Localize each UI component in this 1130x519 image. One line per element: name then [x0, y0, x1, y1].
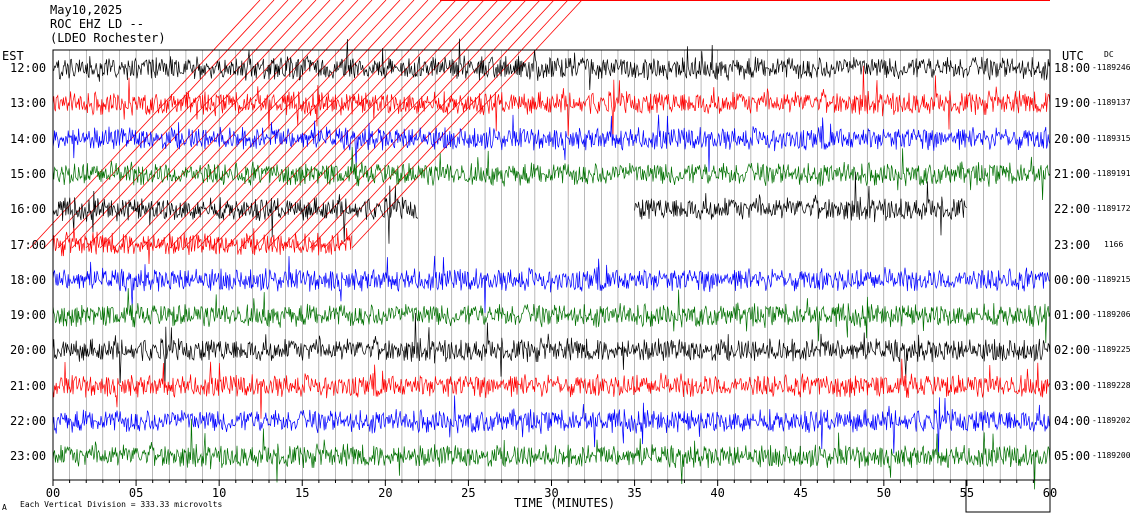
row-label-utc: 19:00	[1054, 96, 1091, 111]
x-tick-label: 60	[1042, 486, 1058, 500]
row-label-local: 15:00	[10, 166, 47, 181]
row-label-local: 22:00	[10, 414, 47, 428]
x-tick-label: 05	[128, 486, 144, 500]
row-label-local: 17:00	[10, 237, 47, 252]
row-label-utc: 23:00	[1054, 237, 1091, 252]
row-count-label: -1189228	[1092, 380, 1130, 390]
row-count-label: -1189246	[1092, 63, 1130, 72]
trace-row-1600	[52, 171, 967, 244]
trace-row-1400	[52, 114, 1051, 172]
x-tick-label: 45	[793, 486, 808, 500]
x-tick-label: 55	[959, 486, 975, 500]
left-axis-title: EST	[2, 49, 24, 63]
plot-frame	[52, 49, 1051, 513]
row-count-label: -1189225	[1092, 345, 1130, 355]
trace-row-1300	[52, 65, 1051, 138]
row-label-utc: 20:00	[1054, 131, 1091, 146]
row-label-utc: 22:00	[1054, 202, 1091, 217]
event-mark	[281, 0, 513, 249]
row-label-utc: 01:00	[1054, 308, 1091, 323]
row-label-local: 19:00	[10, 308, 47, 323]
row-count-label: -1189191	[1092, 168, 1130, 178]
event-mark	[309, 0, 541, 249]
row-label-utc: 18:00	[1054, 61, 1091, 75]
event-mark	[211, 0, 443, 249]
event-mark	[169, 0, 401, 249]
trace-row-2000	[52, 312, 1051, 385]
x-tick-label: 30	[544, 486, 559, 500]
x-tick-label: 10	[211, 486, 227, 500]
row-label-local: 13:00	[10, 96, 47, 111]
header-date: May10,2025	[50, 3, 123, 17]
x-tick-label: 20	[378, 486, 393, 500]
trace-row-1700	[52, 227, 352, 265]
corner-label: DC	[1104, 50, 1114, 59]
trace-row-2100	[52, 358, 1051, 419]
plot-border	[52, 49, 1051, 481]
row-label-utc: 02:00	[1054, 343, 1091, 358]
row-count-label: -1189202	[1092, 416, 1130, 425]
scale-note: Each Vertical Division = 333.33 microvol…	[20, 500, 223, 509]
row-count-label: -1189137	[1092, 98, 1130, 108]
x-tick-label: 50	[876, 486, 892, 500]
event-mark	[183, 0, 415, 249]
x-tick-label: 00	[45, 486, 61, 500]
x-tick-label: 40	[710, 486, 725, 500]
trace-row-1800	[52, 255, 1051, 313]
seismic-traces	[52, 38, 1051, 490]
trace-row-2200	[52, 395, 1051, 456]
row-label-utc: 21:00	[1054, 166, 1091, 181]
row-label-local: 21:00	[10, 378, 47, 393]
event-mark	[197, 0, 429, 249]
row-count-label: -1189315	[1092, 133, 1130, 143]
header-network: (LDEO Rochester)	[50, 31, 166, 45]
x-axis-title: TIME (MINUTES)	[514, 496, 616, 510]
row-label-local: 12:00	[10, 61, 47, 75]
event-mark	[225, 0, 457, 249]
trace-row-1500	[52, 146, 1051, 201]
row-count-label: -1189200	[1092, 451, 1130, 461]
corner-box	[965, 480, 1051, 513]
row-count-label: -1189206	[1092, 310, 1130, 320]
event-mark	[85, 0, 317, 249]
row-label-utc: 05:00	[1054, 449, 1091, 464]
row-label-utc: 00:00	[1054, 272, 1091, 287]
event-mark	[295, 0, 527, 249]
corner-mark: A	[2, 503, 7, 512]
trace-row-1200	[52, 38, 1051, 91]
event-mark	[57, 0, 289, 249]
event-mark	[71, 0, 303, 249]
x-tick-label: 35	[627, 486, 642, 500]
row-label-local: 23:00	[10, 449, 47, 464]
row-label-local: 14:00	[10, 131, 47, 146]
event-mark	[29, 0, 261, 249]
x-tick-label: 25	[461, 486, 476, 500]
trace-row-2300	[52, 418, 1051, 490]
header-station: ROC EHZ LD --	[50, 17, 144, 31]
row-label-utc: 04:00	[1054, 414, 1091, 428]
event-mark	[113, 0, 345, 249]
trace-row-1900	[52, 288, 1051, 344]
row-label-utc: 03:00	[1054, 378, 1091, 393]
right-axis-title: UTC	[1062, 49, 1084, 63]
row-label-local: 20:00	[10, 343, 47, 358]
grid-lines	[52, 50, 1051, 486]
row-count-label: -1189172	[1092, 204, 1130, 214]
event-mark	[351, 0, 583, 249]
row-count-label: 1166	[1104, 239, 1124, 249]
row-label-local: 16:00	[10, 202, 47, 217]
event-mark	[127, 0, 359, 249]
row-count-label: -1189215	[1092, 274, 1130, 284]
event-mark	[337, 0, 569, 249]
x-tick-label: 15	[295, 486, 310, 500]
row-label-local: 18:00	[10, 272, 47, 287]
